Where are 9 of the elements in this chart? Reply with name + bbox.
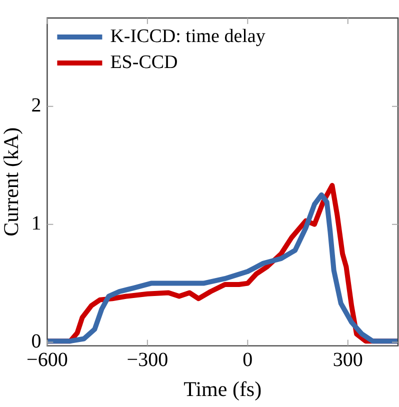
x-tick-label: 300 <box>332 349 363 372</box>
y-tick-label: 1 <box>31 212 42 235</box>
y-axis-title: Current (kA) <box>0 127 24 236</box>
x-tick-label: −300 <box>126 349 168 372</box>
x-axis-title: Time (fs) <box>184 376 262 401</box>
y-tick-label: 2 <box>31 94 42 117</box>
x-tick-label: 0 <box>242 349 253 372</box>
legend-label: ES-CCD <box>110 52 178 73</box>
legend-label: K-ICCD: time delay <box>110 26 266 47</box>
